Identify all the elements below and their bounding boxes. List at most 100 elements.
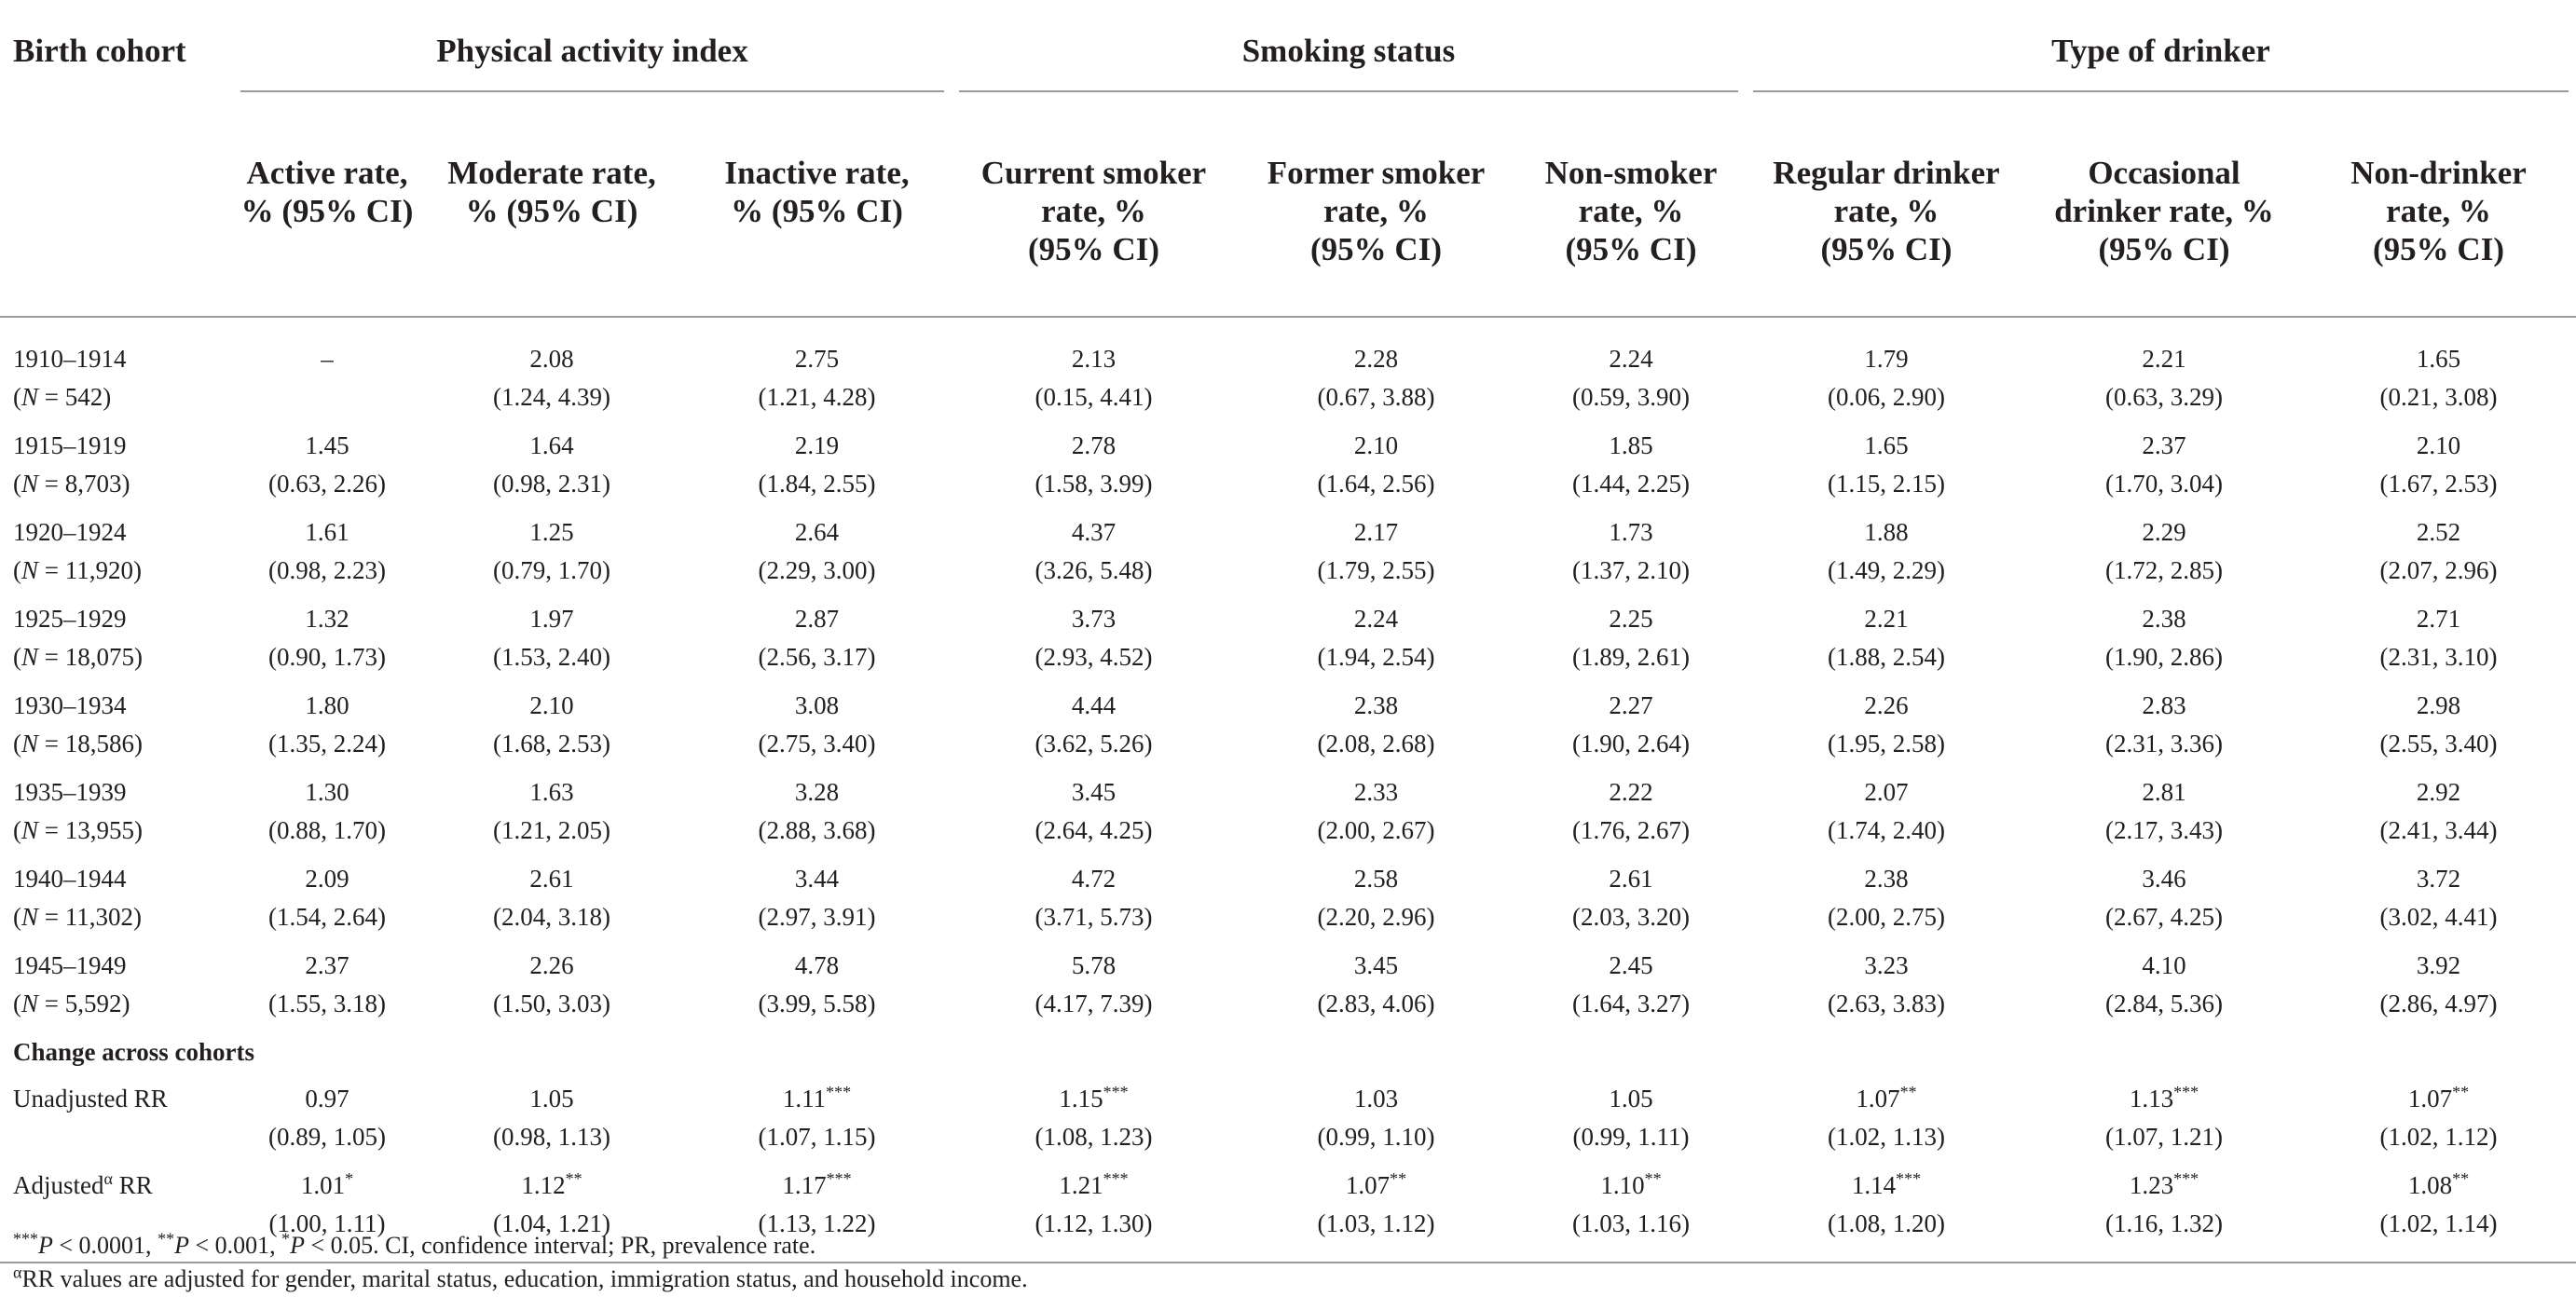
- table-cell: 2.26 (1.95, 2.58): [1828, 691, 1945, 758]
- table-cell: 2.22 (1.76, 2.67): [1572, 778, 1690, 844]
- table-cell: 2.33 (2.00, 2.67): [1317, 778, 1435, 844]
- table-cell: 2.07 (1.74, 2.40): [1828, 778, 1945, 844]
- table-cell: 2.21 (1.88, 2.54): [1828, 605, 1945, 671]
- table-cell: 3.72 (3.02, 4.41): [2379, 865, 2498, 931]
- table-cell: 1.88 (1.49, 2.29): [1828, 518, 1945, 584]
- cohort-label: 1935–1939 (N = 13,955): [13, 778, 143, 844]
- table-cell: 2.87 (2.56, 3.17): [758, 605, 876, 671]
- table-cell: 1.03 (0.99, 1.10): [1317, 1085, 1435, 1151]
- table-cell: 2.61 (2.04, 3.18): [493, 865, 610, 931]
- table-cell: 1.01* (1.00, 1.11): [233, 1167, 421, 1263]
- table-cell: 2.83 (2.31, 3.36): [2105, 691, 2223, 758]
- column-header: Non-smoker rate, % (95% CI): [1516, 130, 1746, 318]
- cohort-label: 1945–1949 (N = 5,592): [13, 951, 130, 1017]
- table-cell: 1.05 (0.99, 1.11): [1572, 1085, 1690, 1151]
- table-cell: 2.45 (1.64, 3.27): [1572, 951, 1690, 1017]
- column-header: Active rate, % (95% CI): [233, 130, 421, 318]
- table-row: 1930–1934 (N = 18,586) 1.80 (1.35, 2.24) 2.1…: [0, 687, 2576, 773]
- table-row: 1915–1919 (N = 8,703) 1.45 (0.63, 2.26) 1.64…: [0, 427, 2576, 513]
- table-cell: 1.30 (0.88, 1.70): [268, 778, 386, 844]
- section-title: Change across cohorts: [13, 1038, 254, 1066]
- table-cell: 3.92 (2.86, 4.97): [2379, 951, 2498, 1017]
- table-row: 1935–1939 (N = 13,955) 1.30 (0.88, 1.70) 1.6…: [0, 773, 2576, 860]
- table-cell: 2.71 (2.31, 3.10): [2379, 605, 2498, 671]
- table-cell: 5.78 (4.17, 7.39): [1035, 951, 1153, 1017]
- table-row: Unadjusted RR 0.97 (0.89, 1.05) 1.05 (0.98, …: [0, 1080, 2576, 1167]
- table-cell: 2.37 (1.55, 3.18): [268, 951, 386, 1017]
- table-cell: 1.17*** (1.13, 1.22): [682, 1167, 952, 1263]
- table-cell: 4.78 (3.99, 5.58): [758, 951, 876, 1017]
- table-cell: 1.65 (1.15, 2.15): [1828, 431, 1945, 498]
- table-cell: 1.97 (1.53, 2.40): [493, 605, 610, 671]
- table-cell: 1.61 (0.98, 2.23): [268, 518, 386, 584]
- table-cell: 2.38 (2.00, 2.75): [1828, 865, 1945, 931]
- table-row: Adjustedα RR 1.01* (1.00, 1.11) 1.12** (1.04…: [0, 1167, 2576, 1263]
- table-cell: 1.23*** (1.16, 1.32): [2027, 1167, 2301, 1263]
- table-cell: 4.72 (3.71, 5.73): [1035, 865, 1153, 931]
- table-cell: 2.28 (0.67, 3.88): [1317, 345, 1435, 411]
- column-header: Regular drinker rate, % (95% CI): [1746, 130, 2027, 318]
- column-header: Non-drinker rate, % (95% CI): [2301, 130, 2576, 318]
- table-cell: 2.98 (2.55, 3.40): [2379, 691, 2498, 758]
- table-cell: 1.63 (1.21, 2.05): [493, 778, 610, 844]
- table-cell: 2.78 (1.58, 3.99): [1035, 431, 1153, 498]
- table-cell: –: [321, 345, 334, 373]
- table-cell: 1.85 (1.44, 2.25): [1572, 431, 1690, 498]
- table-cell: 2.81 (2.17, 3.43): [2105, 778, 2223, 844]
- column-header: Current smoker rate, % (95% CI): [952, 130, 1236, 318]
- cohort-label: 1930–1934 (N = 18,586): [13, 691, 143, 758]
- table-row: 1940–1944 (N = 11,302) 2.09 (1.54, 2.64) 2.6…: [0, 860, 2576, 947]
- table-cell: 2.38 (1.90, 2.86): [2105, 605, 2223, 671]
- table-cell: 2.75 (1.21, 4.28): [758, 345, 876, 411]
- table-cell: 4.37 (3.26, 5.48): [1035, 518, 1153, 584]
- table-cell: 1.12** (1.04, 1.21): [421, 1167, 682, 1263]
- table-cell: 3.08 (2.75, 3.40): [758, 691, 876, 758]
- table-cell: 2.52 (2.07, 2.96): [2379, 518, 2498, 584]
- table-cell: 1.65 (0.21, 3.08): [2379, 345, 2498, 411]
- table-cell: 3.73 (2.93, 4.52): [1035, 605, 1153, 671]
- table-row: 1925–1929 (N = 18,075) 1.32 (0.90, 1.73) 1.9…: [0, 600, 2576, 687]
- birth-cohort-header: Birth cohort: [13, 33, 186, 69]
- cohort-label: 1910–1914 (N = 542): [13, 345, 127, 411]
- table-cell: 1.73 (1.37, 2.10): [1572, 518, 1690, 584]
- footnote-adjustment: αRR values are adjusted for gender, mari…: [13, 1263, 1028, 1292]
- table-cell: 2.10 (1.64, 2.56): [1317, 431, 1435, 498]
- table-cell: 1.14*** (1.08, 1.20): [1746, 1167, 2027, 1263]
- table-cell: 2.27 (1.90, 2.64): [1572, 691, 1690, 758]
- table-cell: 1.21*** (1.12, 1.30): [952, 1167, 1236, 1263]
- table-cell: 1.80 (1.35, 2.24): [268, 691, 386, 758]
- table-cell: 2.92 (2.41, 3.44): [2379, 778, 2498, 844]
- table-cell: 2.37 (1.70, 3.04): [2105, 431, 2223, 498]
- table-cell: 2.25 (1.89, 2.61): [1572, 605, 1690, 671]
- table-cell: 1.64 (0.98, 2.31): [493, 431, 610, 498]
- column-header: Occasional drinker rate, % (95% CI): [2027, 130, 2301, 318]
- table-cell: 1.32 (0.90, 1.73): [268, 605, 386, 671]
- table-cell: 1.08** (1.02, 1.14): [2301, 1167, 2576, 1263]
- group-type-of-drinker: Type of drinker: [1746, 0, 2576, 130]
- table-cell: 3.28 (2.88, 3.68): [758, 778, 876, 844]
- table-cell: 2.19 (1.84, 2.55): [758, 431, 876, 498]
- table-row: 1920–1924 (N = 11,920) 1.61 (0.98, 2.23) 1.2…: [0, 513, 2576, 600]
- cohort-label: 1925–1929 (N = 18,075): [13, 605, 143, 671]
- table-cell: 2.61 (2.03, 3.20): [1572, 865, 1690, 931]
- table-cell: 1.15*** (1.08, 1.23): [1035, 1083, 1153, 1151]
- group-physical-activity: Physical activity index: [233, 0, 952, 130]
- table-cell: 4.10 (2.84, 5.36): [2105, 951, 2223, 1017]
- table-cell: 3.45 (2.64, 4.25): [1035, 778, 1153, 844]
- table-row: 1910–1914 (N = 542) – 2.08 (1.24, 4.39) 2.75(…: [0, 340, 2576, 427]
- table-cell: 2.38 (2.08, 2.68): [1317, 691, 1435, 758]
- column-header: Inactive rate, % (95% CI): [682, 130, 952, 318]
- table-cell: 1.25 (0.79, 1.70): [493, 518, 610, 584]
- table-cell: 0.97 (0.89, 1.05): [268, 1085, 386, 1151]
- column-header: Moderate rate, % (95% CI): [421, 130, 682, 318]
- table-cell: 1.10** (1.03, 1.16): [1516, 1167, 1746, 1263]
- table-cell: 2.17 (1.79, 2.55): [1317, 518, 1435, 584]
- table-cell: 1.13*** (1.07, 1.21): [2105, 1083, 2223, 1151]
- table-cell: 1.05 (0.98, 1.13): [493, 1085, 610, 1151]
- rr-label: Unadjusted RR: [13, 1085, 168, 1113]
- table-cell: 4.44 (3.62, 5.26): [1035, 691, 1153, 758]
- table-cell: 2.09 (1.54, 2.64): [268, 865, 386, 931]
- table-cell: 1.07** (1.03, 1.12): [1236, 1167, 1516, 1263]
- table-row: 1945–1949 (N = 5,592) 2.37 (1.55, 3.18) 2.26…: [0, 947, 2576, 1033]
- table-cell: 2.08 (1.24, 4.39): [493, 345, 610, 411]
